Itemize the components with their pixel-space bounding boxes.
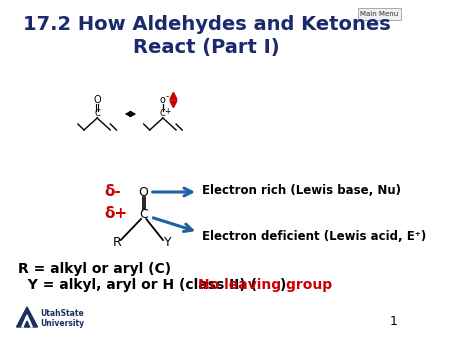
Text: C: C: [139, 208, 148, 220]
Text: UtahState: UtahState: [40, 309, 84, 317]
Text: React (Part I): React (Part I): [134, 38, 280, 57]
Text: o: o: [160, 95, 166, 105]
Text: C: C: [160, 110, 166, 119]
Text: Main Menu: Main Menu: [360, 11, 399, 17]
Text: University: University: [40, 318, 84, 328]
Text: Electron deficient (Lewis acid, E⁺): Electron deficient (Lewis acid, E⁺): [202, 230, 427, 242]
Text: R = alkyl or aryl (C): R = alkyl or aryl (C): [18, 262, 171, 276]
Text: C: C: [94, 110, 100, 119]
Text: 17.2 How Aldehydes and Ketones: 17.2 How Aldehydes and Ketones: [23, 15, 391, 34]
Text: Y = alkyl, aryl or H (class II) (: Y = alkyl, aryl or H (class II) (: [18, 278, 257, 292]
Text: 1: 1: [390, 315, 398, 328]
Text: +: +: [164, 106, 171, 116]
Text: Electron rich (Lewis base, Nu): Electron rich (Lewis base, Nu): [202, 184, 401, 196]
Text: -: -: [166, 93, 169, 101]
Polygon shape: [22, 315, 32, 327]
Text: ): ): [280, 278, 286, 292]
Text: O: O: [139, 186, 148, 198]
Text: δ-: δ-: [104, 185, 121, 199]
Polygon shape: [17, 307, 37, 327]
Polygon shape: [24, 321, 30, 327]
Text: R: R: [113, 237, 122, 249]
Text: δ+: δ+: [105, 207, 128, 221]
Text: O: O: [93, 95, 101, 105]
Text: Y: Y: [163, 237, 171, 249]
Text: No leaving group: No leaving group: [198, 278, 332, 292]
